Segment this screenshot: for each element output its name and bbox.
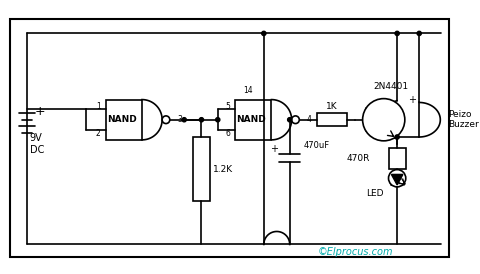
Text: 470R: 470R	[347, 154, 370, 162]
Text: +: +	[408, 95, 417, 105]
Text: NAND: NAND	[107, 115, 137, 124]
Text: +: +	[270, 144, 278, 153]
Text: 3: 3	[178, 115, 182, 124]
Text: 4: 4	[307, 115, 312, 124]
Text: Peizo
Buzzer: Peizo Buzzer	[448, 110, 479, 129]
Text: +: +	[35, 105, 46, 118]
Circle shape	[417, 31, 421, 36]
Circle shape	[182, 118, 186, 122]
Text: 5: 5	[225, 102, 230, 111]
Text: 1.2K: 1.2K	[213, 165, 233, 174]
Text: 1K: 1K	[326, 102, 338, 111]
Bar	[235, 99, 272, 140]
Text: LED: LED	[366, 189, 384, 198]
Circle shape	[199, 118, 204, 122]
Circle shape	[262, 31, 266, 36]
Circle shape	[216, 118, 220, 122]
Text: 470uF: 470uF	[303, 141, 329, 150]
Text: 9V
DC: 9V DC	[30, 133, 44, 155]
Text: 2N4401: 2N4401	[374, 82, 409, 91]
Text: NAND: NAND	[237, 115, 266, 124]
Bar	[106, 99, 142, 140]
Text: 6: 6	[225, 129, 230, 138]
Text: ©Elprocus.com: ©Elprocus.com	[317, 247, 393, 257]
Text: 14: 14	[243, 87, 252, 95]
Circle shape	[388, 170, 406, 187]
Text: 1: 1	[96, 102, 101, 111]
Circle shape	[292, 116, 300, 124]
Circle shape	[362, 99, 405, 141]
Bar	[193, 137, 210, 201]
Circle shape	[162, 116, 170, 124]
Circle shape	[395, 135, 399, 139]
Bar	[317, 113, 347, 126]
Bar	[388, 148, 406, 169]
Text: 2: 2	[96, 129, 101, 138]
Polygon shape	[391, 175, 403, 185]
Circle shape	[395, 31, 399, 36]
Circle shape	[288, 118, 292, 122]
